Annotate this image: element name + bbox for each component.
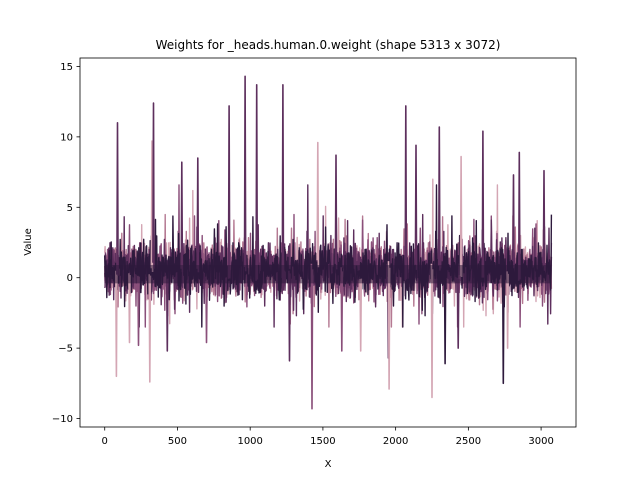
- weight-spike: [404, 105, 408, 281]
- weight-spike: [137, 275, 140, 347]
- x-axis-label: X: [325, 459, 332, 470]
- weight-spike: [115, 270, 118, 378]
- weight-spike: [387, 261, 391, 390]
- weight-spike: [334, 154, 338, 270]
- weight-spike: [459, 155, 463, 278]
- y-tick-label: 5: [67, 203, 73, 214]
- x-tick-label: 1500: [310, 436, 335, 447]
- weight-spike: [414, 144, 418, 270]
- y-tick-label: 15: [60, 62, 73, 73]
- plot-area: [104, 75, 553, 410]
- weight-spike: [243, 75, 247, 272]
- weight-spike: [255, 84, 259, 281]
- weight-spike: [359, 278, 363, 352]
- weight-spike: [316, 141, 320, 268]
- y-axis-ticks: −10 −5 0 5 10 15: [52, 62, 80, 425]
- weight-spike: [180, 161, 184, 273]
- weight-spike: [443, 262, 447, 365]
- weight-spike: [128, 273, 131, 344]
- x-tick-label: 500: [168, 436, 187, 447]
- weight-spike: [430, 263, 434, 399]
- x-axis-ticks: 0 500 1000 1500 2000 2500 3000: [102, 427, 554, 447]
- x-tick-label: 3000: [528, 436, 553, 447]
- y-axis-label: Value: [23, 228, 34, 255]
- weight-spike: [205, 279, 208, 344]
- chart-title: Weights for _heads.human.0.weight (shape…: [156, 38, 501, 52]
- weight-spike: [116, 122, 119, 276]
- weight-spike: [481, 130, 485, 278]
- weight-spike: [437, 126, 441, 271]
- x-tick-label: 0: [102, 436, 108, 447]
- weight-spike: [281, 84, 285, 279]
- weight-spike: [227, 105, 231, 279]
- weight-spike: [542, 169, 546, 271]
- weight-density-core: [104, 265, 552, 284]
- x-tick-label: 2000: [383, 436, 408, 447]
- x-tick-label: 2500: [456, 436, 481, 447]
- weight-spike: [501, 270, 505, 385]
- y-tick-label: 0: [67, 273, 73, 284]
- y-tick-label: 10: [60, 132, 73, 143]
- weight-spike: [506, 271, 509, 349]
- weight-spike: [456, 279, 460, 349]
- weight-spike: [148, 274, 152, 383]
- axes-frame: [79, 57, 577, 428]
- weight-spike: [340, 267, 344, 352]
- x-tick-label: 1000: [237, 436, 262, 447]
- weight-spike: [196, 157, 200, 273]
- weight-spike: [512, 174, 515, 268]
- weight-spike: [310, 263, 314, 410]
- weight-spike: [517, 151, 521, 281]
- weight-spike: [152, 102, 155, 269]
- y-tick-label: −5: [58, 344, 73, 355]
- weight-spike: [165, 278, 169, 352]
- y-tick-label: −10: [52, 414, 73, 425]
- weight-spike: [288, 270, 291, 362]
